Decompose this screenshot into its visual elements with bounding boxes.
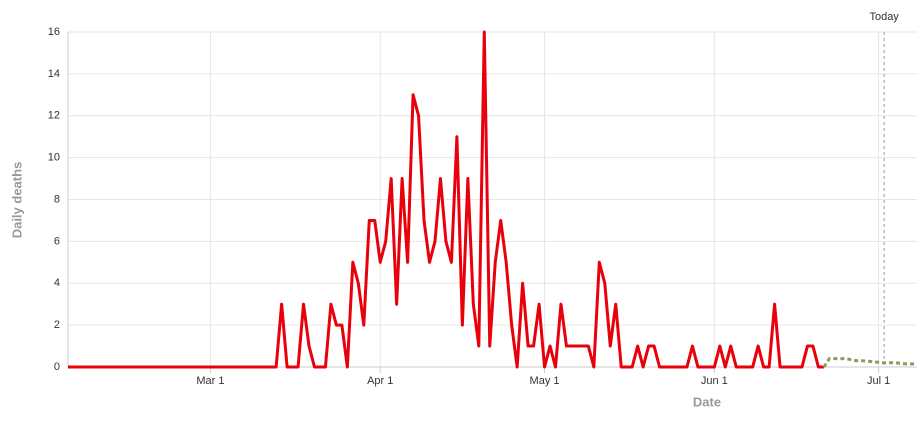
y-tick-label: 12 bbox=[48, 110, 60, 122]
y-tick-label: 10 bbox=[48, 152, 60, 164]
today-label: Today bbox=[869, 11, 899, 23]
y-tick-label: 0 bbox=[54, 361, 60, 373]
y-tick-label: 8 bbox=[54, 193, 60, 205]
y-tick-label: 14 bbox=[48, 68, 60, 80]
x-tick-label: Jul 1 bbox=[867, 375, 890, 387]
x-axis-title: Date bbox=[693, 394, 721, 409]
data-line bbox=[822, 357, 917, 368]
y-tick-label: 16 bbox=[48, 26, 60, 38]
x-tick-label: Jun 1 bbox=[701, 375, 728, 387]
data-line bbox=[68, 30, 824, 369]
x-tick-label: May 1 bbox=[530, 375, 560, 387]
y-tick-label: 2 bbox=[54, 319, 60, 331]
y-tick-label: 4 bbox=[54, 277, 60, 289]
x-tick-label: Apr 1 bbox=[367, 375, 393, 387]
y-axis-title: Daily deaths bbox=[9, 162, 24, 239]
x-tick-label: Mar 1 bbox=[196, 375, 224, 387]
y-tick-label: 6 bbox=[54, 235, 60, 247]
